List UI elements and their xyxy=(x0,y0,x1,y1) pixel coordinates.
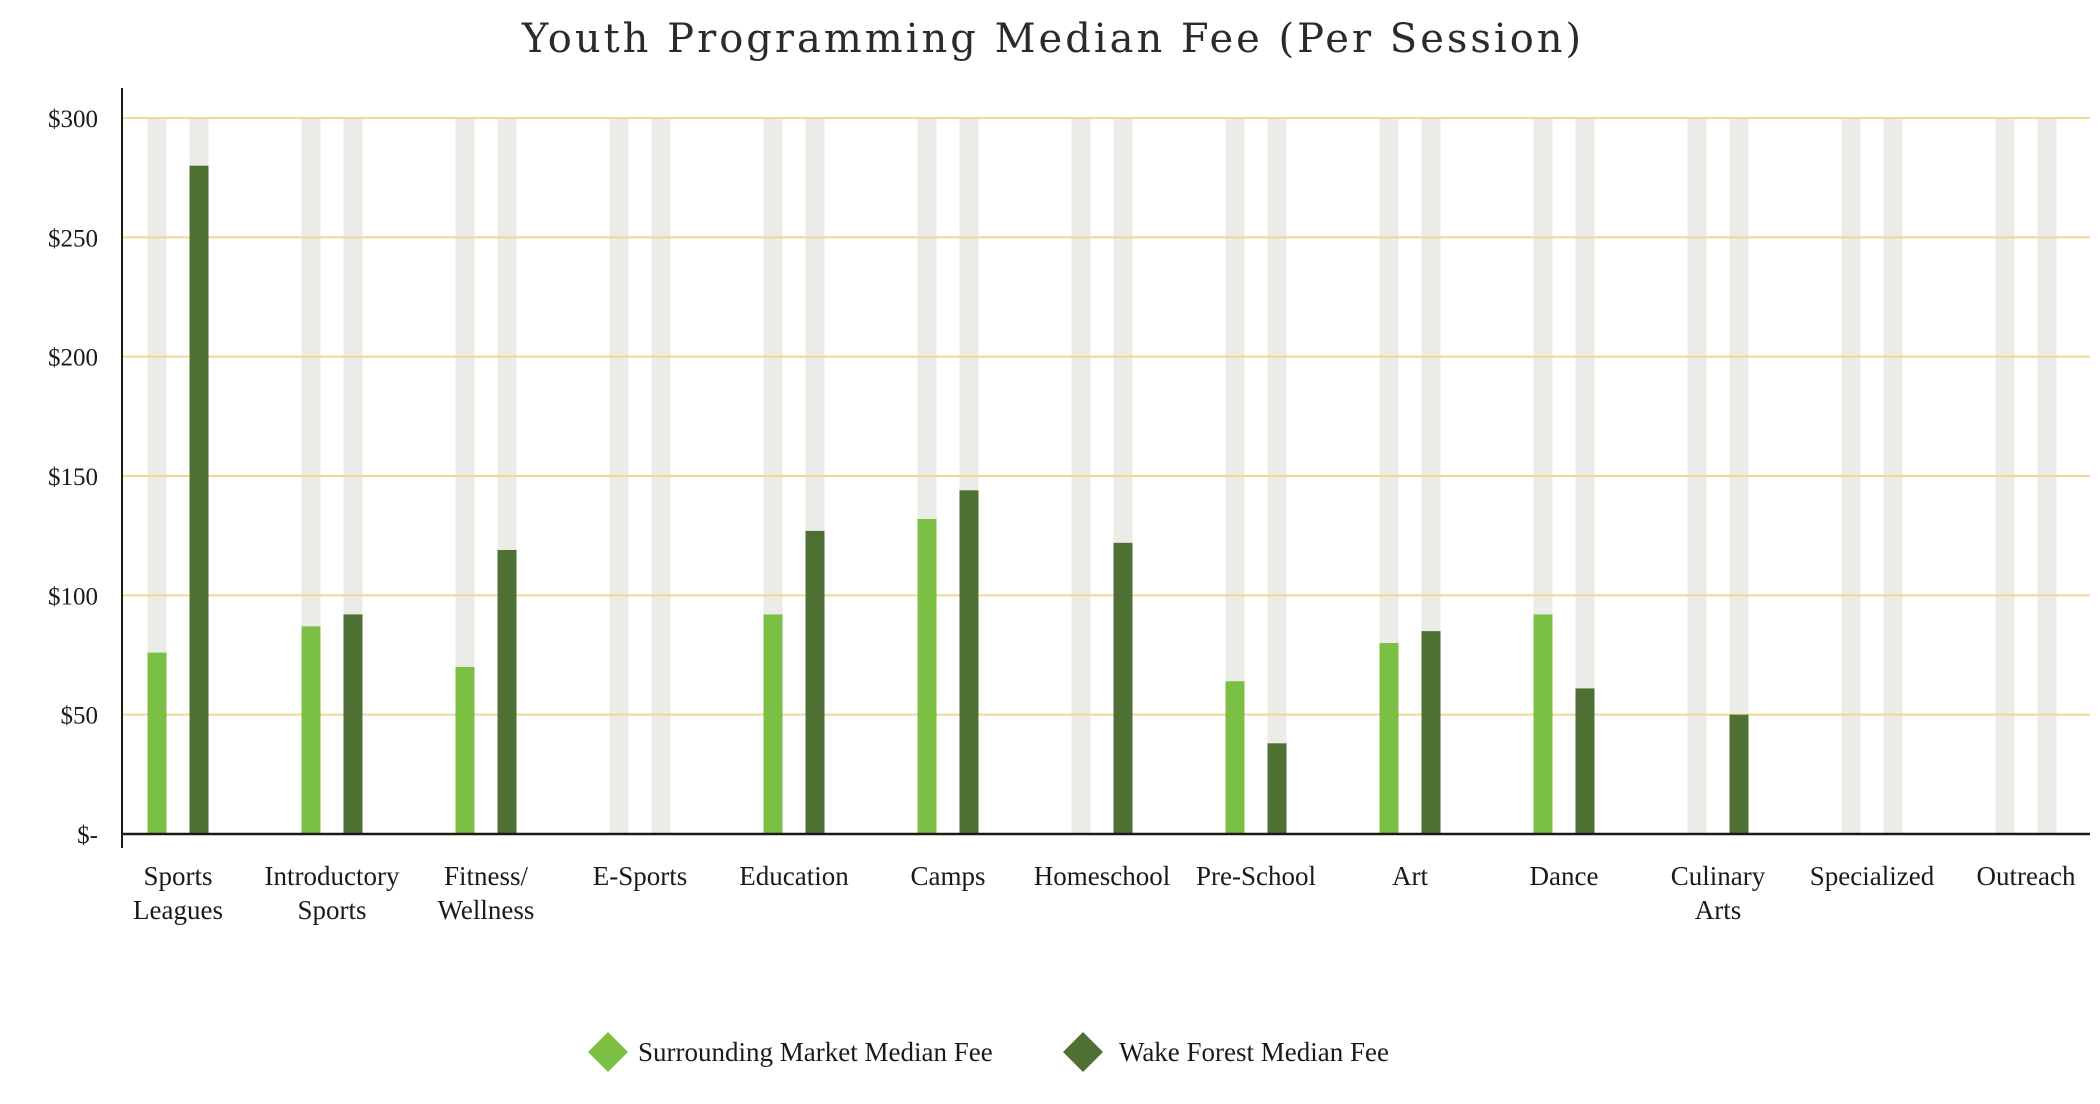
x-tick-label: E-Sports xyxy=(593,861,688,891)
bar xyxy=(301,626,321,834)
x-tick-label: Homeschool xyxy=(1034,861,1170,891)
bar xyxy=(1267,743,1287,834)
x-tick-label: Outreach xyxy=(1977,861,2076,891)
bars xyxy=(147,165,1749,834)
bar xyxy=(147,652,167,834)
x-tick-label: Pre-School xyxy=(1196,861,1316,891)
y-tick-label: $150 xyxy=(48,464,98,491)
bar xyxy=(497,549,517,834)
x-tick-label: Art xyxy=(1392,861,1428,891)
y-tick-label: $300 xyxy=(48,106,98,133)
legend-label: Surrounding Market Median Fee xyxy=(638,1037,993,1067)
bar xyxy=(1113,542,1133,834)
bar xyxy=(343,614,363,834)
x-tick-label: Sports Leagues xyxy=(133,861,223,925)
bar xyxy=(805,530,825,834)
legend: Surrounding Market Median Fee Wake Forest… xyxy=(588,1032,1389,1072)
bar xyxy=(959,490,979,834)
y-tick-labels: $- $50 $100 $150 $200 $250 $300 xyxy=(48,106,98,849)
bar xyxy=(1533,614,1553,834)
bar xyxy=(1379,643,1399,834)
x-tick-label: Specialized xyxy=(1810,861,1935,891)
x-category-labels: Sports Leagues Introductory Sports Fitness/W… xyxy=(133,861,2076,925)
y-tick-label: $50 xyxy=(61,703,99,730)
bar xyxy=(1575,688,1595,834)
x-tick-label: Camps xyxy=(910,861,985,891)
bar xyxy=(189,165,209,834)
gridlines xyxy=(122,117,2090,716)
y-tick-label: $250 xyxy=(48,225,98,252)
x-tick-label: Fitness/Wellness xyxy=(438,861,535,925)
bar xyxy=(455,666,475,834)
bar xyxy=(917,518,937,834)
y-tick-label: $100 xyxy=(48,583,98,610)
x-tick-label: Culinary Arts xyxy=(1671,861,1766,925)
y-tick-label: $- xyxy=(77,822,98,849)
axes xyxy=(121,88,2090,848)
bar xyxy=(1421,631,1441,834)
chart-title: Youth Programming Median Fee (Per Sessio… xyxy=(521,16,1584,62)
legend-marker xyxy=(1063,1032,1103,1072)
x-tick-label: Dance xyxy=(1530,861,1599,891)
bar xyxy=(763,614,783,834)
y-tick-label: $200 xyxy=(48,345,98,372)
legend-label: Wake Forest Median Fee xyxy=(1119,1037,1389,1067)
legend-marker xyxy=(588,1032,628,1072)
bar xyxy=(1729,714,1749,834)
x-tick-label: Introductory Sports xyxy=(265,861,400,925)
bar xyxy=(1225,681,1245,834)
x-tick-label: Education xyxy=(739,861,849,891)
